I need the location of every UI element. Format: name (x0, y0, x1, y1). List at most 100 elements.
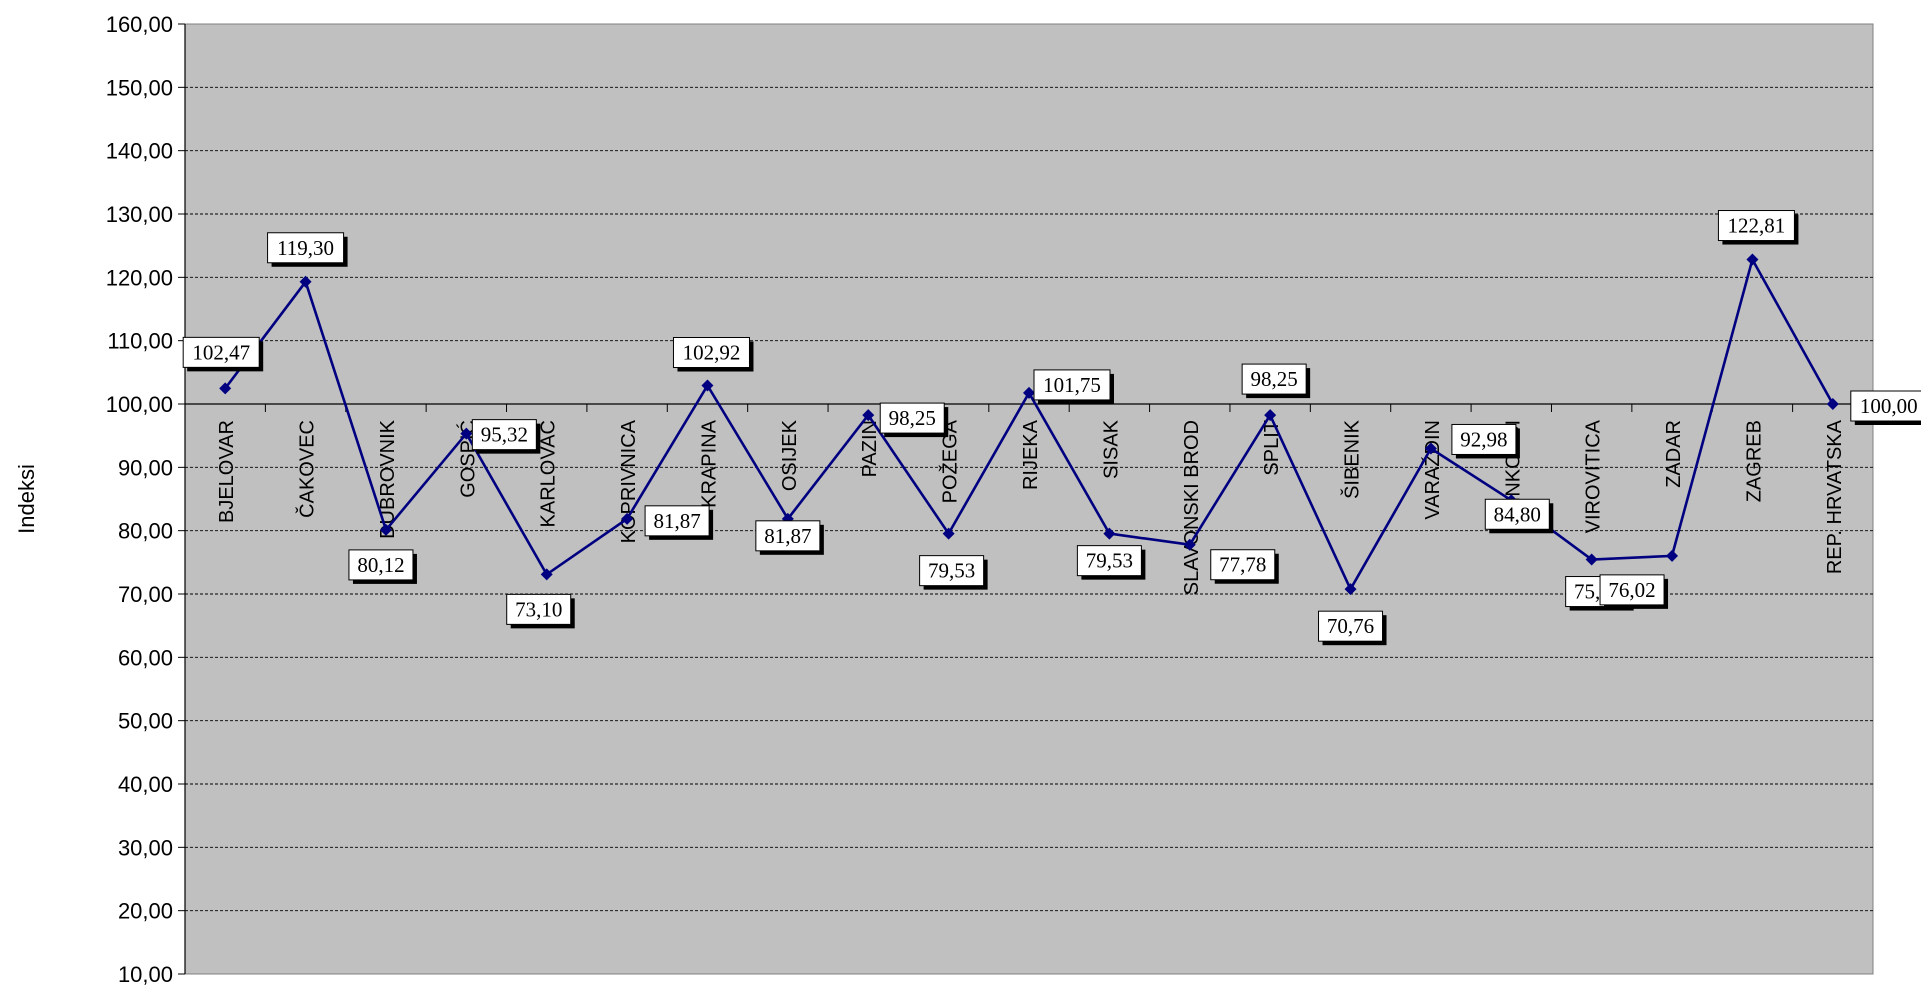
data-point (1746, 253, 1759, 266)
x-category-label: ŠIBENIK (1341, 419, 1364, 499)
data-point (1264, 409, 1277, 422)
data-label-text: 84,80 (1494, 502, 1541, 526)
y-tick-label: 130,00 (106, 202, 173, 227)
data-label-box (1318, 610, 1384, 642)
data-point (1344, 583, 1357, 596)
data-point (460, 427, 473, 440)
x-category-label: DUBROVNIK (377, 419, 399, 539)
y-tick-label: 60,00 (118, 645, 173, 670)
x-category-label: PAZIN (859, 420, 881, 477)
y-axis: 10,00 20,00 30,00 40,00 50,00 60,00 70,00 80,00… (106, 12, 186, 986)
data-label: 81,87 (755, 520, 824, 555)
data-label-text: 76,02 (1608, 578, 1655, 602)
data-point (862, 409, 875, 422)
data-label-text: 92,98 (1460, 427, 1507, 451)
x-category-label: VIROVITICA (1583, 419, 1605, 533)
data-label-text: 102,47 (192, 340, 250, 364)
x-category-label: KRAPINA (698, 419, 720, 507)
x-category-label: SLAVONSKI BROD (1181, 420, 1203, 595)
data-label: 122,81 (1717, 210, 1799, 245)
data-labels: 102,47 119,30 80,12 95,32 73,10 81,87 102,92 81… (182, 210, 1921, 646)
y-tick-label: 80,00 (118, 519, 173, 544)
data-label-box (755, 520, 821, 552)
data-point (299, 275, 312, 288)
data-label-text: 98,25 (889, 406, 936, 430)
data-point (621, 512, 634, 525)
data-label: 70,76 (1318, 610, 1387, 646)
x-category-label: SPLIT (1261, 420, 1283, 476)
data-label-box (182, 336, 260, 368)
x-category-label: ČAKOVEC (296, 420, 319, 518)
data-label-box (672, 337, 750, 369)
data-label-text: 98,25 (1251, 367, 1298, 391)
data-label-box (1599, 574, 1665, 606)
data-label-box (506, 593, 572, 625)
data-label-box (1484, 498, 1550, 530)
data-label: 77,78 (1210, 549, 1279, 584)
data-point (942, 527, 955, 540)
data-point (1826, 398, 1839, 410)
y-tick-label: 150,00 (106, 75, 173, 100)
data-label-box (919, 555, 985, 587)
data-label-text: 77,78 (1219, 553, 1266, 577)
data-point (1103, 527, 1116, 540)
data-point (701, 379, 714, 392)
data-label-box (348, 549, 414, 581)
x-category-label: VARAŽDIN (1421, 420, 1444, 520)
data-label: 79,53 (1076, 545, 1146, 580)
data-label: 92,98 (1451, 423, 1520, 459)
plot-area (184, 23, 1874, 975)
data-label-box (1076, 545, 1142, 577)
x-category-label: BJELOVAR (216, 420, 238, 523)
data-label: 80,12 (348, 549, 417, 584)
data-label-text: 81,87 (653, 509, 700, 533)
data-points (219, 253, 1839, 596)
y-tick-label: 140,00 (106, 139, 173, 164)
y-tick-label: 20,00 (118, 899, 173, 924)
data-point (219, 382, 232, 395)
data-label: 98,25 (1241, 363, 1311, 399)
data-point (1666, 549, 1679, 562)
data-label: 81,87 (644, 505, 714, 540)
data-label-text: 119,30 (277, 236, 334, 260)
data-label-text: 101,75 (1043, 373, 1101, 397)
x-category-label: POŽEGA (939, 419, 962, 503)
data-label-box (1451, 423, 1517, 455)
x-category-label: OSIJEK (779, 419, 801, 491)
data-label-text: 100,00 (1860, 394, 1918, 418)
data-label-text: 81,87 (764, 524, 811, 548)
x-category-label: ZADAR (1663, 420, 1685, 488)
y-tick-label: 90,00 (118, 455, 173, 480)
data-label: 98,25 (879, 402, 949, 438)
data-label-box (1241, 363, 1307, 395)
data-label-box (879, 402, 945, 434)
x-axis: BJELOVAR ČAKOVEC DUBROVNIK GOSPIĆ KARLOVAC KO… (184, 403, 1874, 595)
x-category-label: KARLOVAC (538, 420, 560, 527)
y-tick-label: 30,00 (118, 835, 173, 860)
y-tick-label: 160,00 (106, 12, 173, 37)
data-label-box (1717, 210, 1795, 242)
y-tick-label: 70,00 (118, 582, 173, 607)
y-tick-label: 110,00 (107, 329, 173, 354)
data-label-box (267, 232, 345, 264)
data-label-box (1033, 369, 1111, 401)
data-label: 79,53 (919, 555, 988, 590)
data-label-text: 95,32 (481, 423, 528, 447)
x-category-label: RIJEKA (1020, 419, 1042, 490)
x-category-label: REP. HRVATSKA (1824, 419, 1846, 574)
data-label-text: 73,10 (515, 597, 562, 621)
data-point (1424, 442, 1437, 455)
y-tick-label: 10,00 (118, 962, 173, 986)
y-tick-label: 40,00 (118, 772, 173, 797)
y-tick-label: 120,00 (106, 265, 173, 290)
data-point (379, 523, 392, 536)
data-point (1585, 553, 1598, 566)
data-label-text: 122,81 (1728, 214, 1786, 238)
x-category-label: SISAK (1100, 419, 1122, 479)
data-label-text: 79,53 (1086, 549, 1133, 573)
data-point (1023, 386, 1035, 399)
data-label: 100,00 (1850, 390, 1921, 425)
data-label: 84,80 (1484, 498, 1554, 534)
